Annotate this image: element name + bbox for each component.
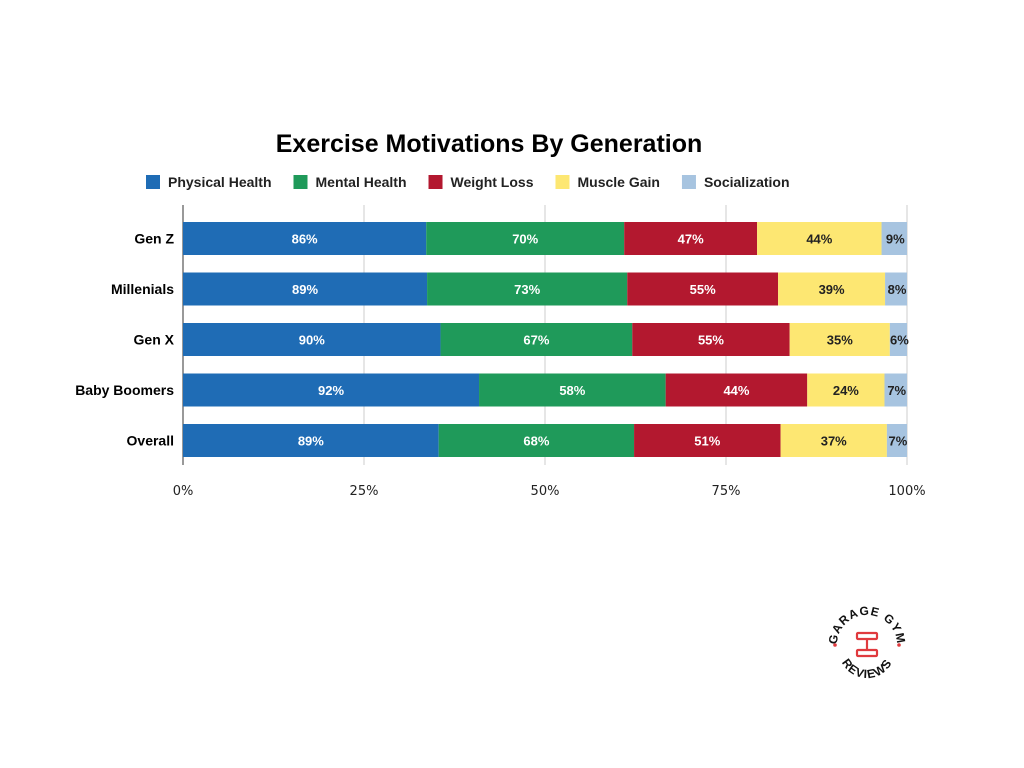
legend-label: Mental Health bbox=[316, 174, 407, 190]
data-label: 8% bbox=[888, 282, 907, 297]
bar-segment bbox=[780, 424, 887, 457]
legend-swatch bbox=[428, 175, 443, 189]
bar-segment bbox=[427, 272, 628, 306]
legend-item: Muscle Gain bbox=[555, 174, 660, 190]
x-axis-ticks: 0% 25% 50% 75% 100% bbox=[173, 484, 926, 499]
legend-item: Socialization bbox=[681, 174, 790, 190]
data-label: 6% bbox=[890, 333, 909, 348]
data-label: 51% bbox=[694, 434, 720, 449]
bar-segment bbox=[789, 323, 890, 356]
legend-swatch bbox=[555, 175, 570, 189]
data-label: 68% bbox=[523, 434, 549, 449]
legend-item: Weight Loss bbox=[428, 174, 534, 190]
category-label: Baby Boomers bbox=[75, 382, 174, 398]
x-tick-label: 100% bbox=[888, 484, 925, 499]
x-tick-label: 50% bbox=[531, 484, 560, 499]
data-label: 47% bbox=[678, 232, 704, 247]
data-label: 7% bbox=[887, 383, 906, 398]
data-label: 86% bbox=[292, 232, 318, 247]
data-label: 67% bbox=[523, 333, 549, 348]
category-label: Millenials bbox=[111, 281, 174, 297]
bar-segment bbox=[778, 272, 886, 306]
bar-segment bbox=[632, 323, 790, 356]
x-tick-label: 75% bbox=[712, 484, 741, 499]
bar-segment bbox=[440, 323, 633, 356]
bar-segment bbox=[426, 222, 625, 255]
logo-bottom-text: REVIEWS bbox=[839, 656, 895, 681]
category-label: Gen X bbox=[134, 332, 175, 348]
data-label: 90% bbox=[299, 333, 325, 348]
logo-dot-left bbox=[833, 643, 837, 647]
bar-segment bbox=[183, 424, 439, 457]
legend-swatch bbox=[146, 175, 160, 189]
bar-segment bbox=[183, 272, 428, 306]
bar-series: 86% 70% 47% 44% 9% 89% 73% 55% 39% 8% 90% 67% 55% 35%… bbox=[183, 222, 909, 457]
data-label: 58% bbox=[559, 383, 585, 398]
legend-swatch bbox=[293, 175, 308, 189]
bar-segment bbox=[479, 373, 666, 407]
bar-segment bbox=[807, 373, 885, 407]
data-label: 89% bbox=[292, 282, 318, 297]
logo-dot-right bbox=[897, 643, 901, 647]
legend-item: Mental Health bbox=[293, 174, 407, 190]
legend-label: Physical Health bbox=[168, 174, 272, 190]
data-label: 55% bbox=[698, 333, 724, 348]
data-label: 39% bbox=[819, 282, 845, 297]
bar-segment bbox=[627, 272, 779, 306]
dumbbell-icon bbox=[855, 631, 879, 658]
category-label: Overall bbox=[127, 433, 174, 449]
bar-segment bbox=[183, 373, 480, 407]
data-label: 73% bbox=[514, 282, 540, 297]
category-label: Gen Z bbox=[134, 231, 174, 247]
legend-item: Physical Health bbox=[146, 174, 272, 190]
legend-label: Socialization bbox=[704, 174, 790, 190]
chart-title: Exercise Motivations By Generation bbox=[276, 130, 703, 158]
legend-swatch bbox=[681, 175, 696, 189]
bar-segment bbox=[438, 424, 635, 457]
data-label: 7% bbox=[889, 434, 908, 449]
data-label: 24% bbox=[833, 383, 859, 398]
garage-gym-reviews-logo: GARAGE GYM REVIEWS bbox=[826, 604, 907, 681]
bar-segment bbox=[757, 222, 882, 255]
category-labels: Gen Z Millenials Gen X Baby Boomers Overall bbox=[75, 231, 174, 449]
x-tick-label: 25% bbox=[350, 484, 379, 499]
bar-segment bbox=[634, 424, 781, 457]
legend-label: Weight Loss bbox=[451, 174, 534, 190]
data-label: 55% bbox=[690, 282, 716, 297]
bar-segment bbox=[889, 323, 907, 356]
bar-segment bbox=[884, 373, 907, 407]
bar-segment bbox=[183, 222, 427, 255]
bar-segment bbox=[881, 222, 907, 255]
data-label: 37% bbox=[821, 434, 847, 449]
legend-label: Muscle Gain bbox=[577, 174, 659, 190]
bar-segment bbox=[183, 323, 441, 356]
chart-legend: Physical Health Mental Health Weight Loss M… bbox=[146, 174, 790, 190]
data-label: 35% bbox=[827, 333, 853, 348]
bar-segment bbox=[624, 222, 758, 255]
data-label: 44% bbox=[723, 383, 749, 398]
data-label: 44% bbox=[806, 232, 832, 247]
x-tick-label: 0% bbox=[173, 484, 194, 499]
bar-segment bbox=[886, 424, 907, 457]
data-label: 70% bbox=[512, 232, 538, 247]
bar-segment bbox=[885, 272, 907, 306]
data-label: 9% bbox=[886, 232, 905, 247]
data-label: 92% bbox=[318, 383, 344, 398]
bar-segment bbox=[665, 373, 808, 407]
data-label: 89% bbox=[298, 434, 324, 449]
